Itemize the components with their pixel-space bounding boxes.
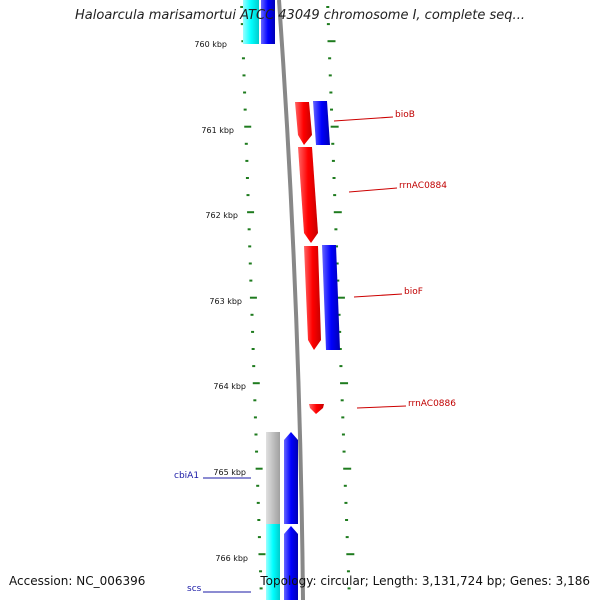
gene-arrow-bioF-blue (322, 245, 340, 350)
gene-feature-cyan-lower (266, 524, 280, 600)
gene-arrow-scs (284, 526, 298, 600)
leader-rrnAC0884 (348, 187, 398, 193)
accession-text: Accession: NC_006396 (9, 574, 146, 588)
leader-rrnAC0886 (356, 405, 407, 409)
kbp-label-762: 762 kbp (205, 211, 238, 220)
kbp-label-763: 763 kbp (209, 297, 242, 306)
gene-label-bioB[interactable]: bioB (395, 110, 415, 120)
tick-column-left (240, 6, 266, 590)
gene-label-rrnAC0884[interactable]: rrnAC0884 (399, 181, 447, 191)
gene-label-scs[interactable]: scs (187, 584, 202, 594)
chromosome-backbone (277, 0, 305, 600)
gene-arrow-rrnAC0884 (298, 147, 318, 243)
gene-arrow-bioB-blue (313, 101, 330, 145)
gene-label-cbiA1[interactable]: cbiA1 (174, 471, 200, 481)
leader-bioF (353, 293, 403, 298)
map-title: Haloarcula marisamortui ATCC 43049 chrom… (75, 8, 525, 23)
gene-arrow-bioB (295, 102, 312, 145)
gene-label-rrnAC0886[interactable]: rrnAC0886 (408, 399, 456, 409)
gene-arrow-rrnAC0886 (309, 404, 324, 414)
leader-bioB (333, 116, 394, 122)
topology-text: Topology: circular; Length: 3,131,724 bp… (260, 574, 590, 588)
tick-column-right (326, 6, 355, 590)
kbp-label-764: 764 kbp (213, 382, 246, 391)
kbp-label-766: 766 kbp (215, 554, 248, 563)
kbp-label-760: 760 kbp (194, 40, 227, 49)
gene-label-bioF[interactable]: bioF (404, 287, 423, 297)
gene-feature-top-cyan (243, 0, 259, 44)
gene-arrow-bioF (304, 246, 321, 350)
kbp-label-765: 765 kbp (213, 468, 246, 477)
gene-feature-top-blue (261, 0, 275, 44)
kbp-label-761: 761 kbp (201, 126, 234, 135)
gene-feature-grey (266, 432, 280, 524)
gene-arrow-cbiA1 (284, 432, 298, 524)
